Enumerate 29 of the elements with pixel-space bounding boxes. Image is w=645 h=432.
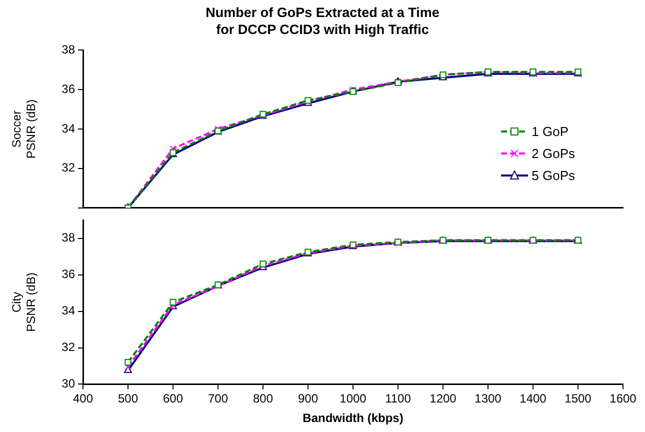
x-tick-label: 400 [72, 392, 94, 406]
x-tick-label: 800 [252, 392, 274, 406]
legend-label: 2 GoPs [532, 146, 575, 160]
y-tick-label: 32 [62, 160, 76, 175]
y-tick-label: 38 [62, 42, 76, 57]
x-axis-title: Bandwidth (kbps) [302, 411, 404, 426]
y-axis-title: City PSNR (dB) [10, 272, 38, 332]
y-tick-label: 32 [62, 340, 76, 354]
x-tick-label: 700 [208, 392, 228, 406]
y-axis-title: Soccer PSNR (dB) [10, 99, 38, 159]
x-tick-label: 1100 [385, 392, 412, 406]
x-tick-label: 1200 [430, 392, 457, 406]
y-tick-label: 38 [62, 230, 76, 245]
y-tick-label: 34 [62, 304, 76, 318]
y-tick-label: 36 [62, 82, 76, 96]
x-tick-label: 900 [298, 392, 318, 406]
legend-label: 1 GoP [532, 124, 568, 138]
x-tick-label: 1000 [340, 392, 367, 406]
x-tick-label: 1300 [474, 392, 502, 406]
legend-label: 5 GoPs [532, 168, 575, 182]
x-tick-label: 600 [162, 392, 184, 406]
chart-title: Number of GoPs Extracted at a Time for DCCP CCID3 with High Traffic [204, 4, 440, 38]
x-tick-label: 500 [118, 392, 138, 406]
y-tick-label: 36 [62, 267, 76, 282]
x-tick-label: 1500 [564, 392, 592, 406]
y-tick-label: 34 [62, 121, 76, 136]
x-tick-label: 1600 [610, 392, 637, 406]
y-tick-label: 30 [62, 376, 76, 391]
x-tick-label: 1400 [520, 392, 547, 406]
